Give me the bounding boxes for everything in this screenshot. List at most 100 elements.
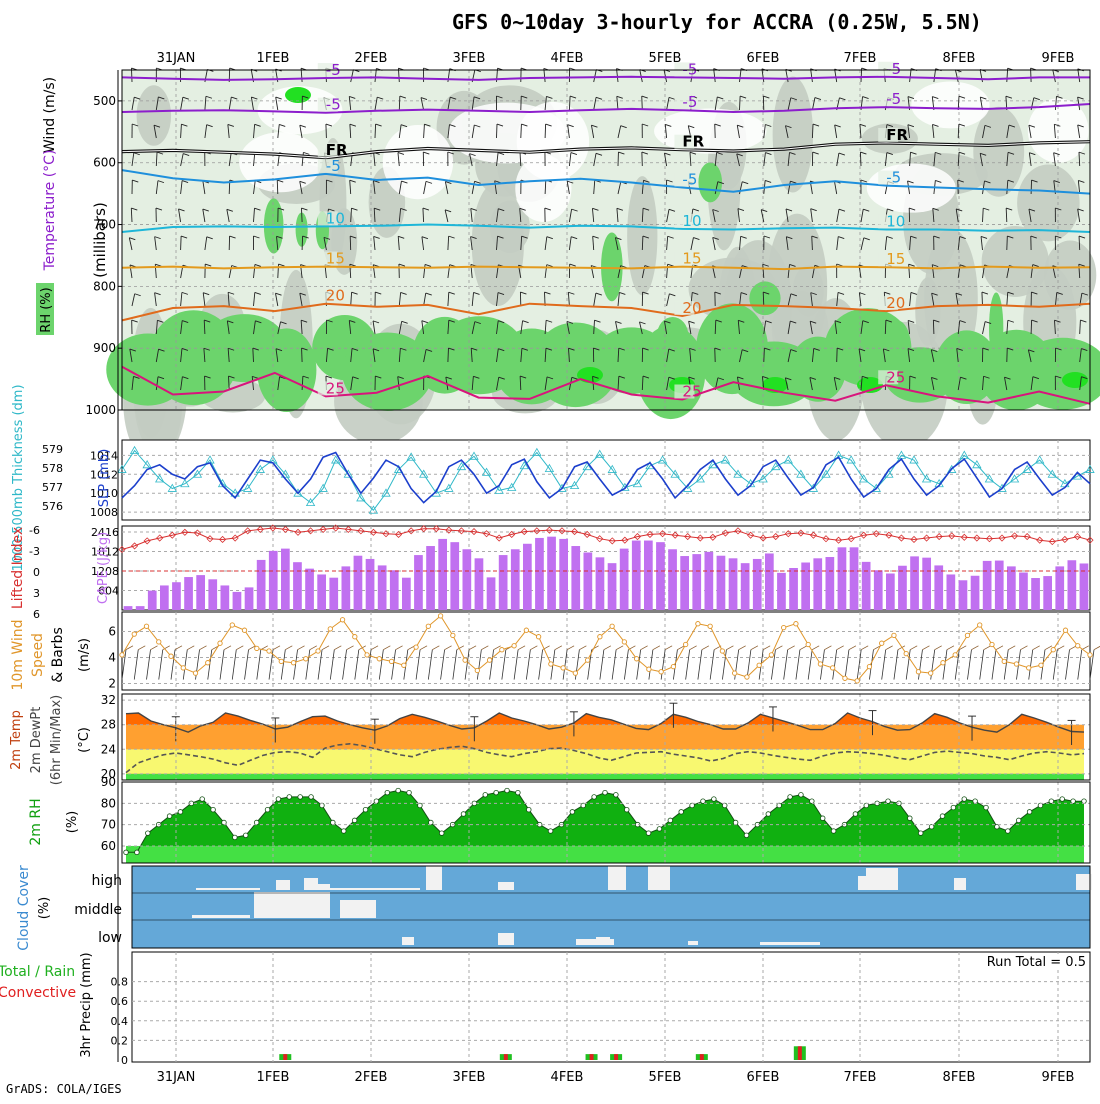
wind-speed-point xyxy=(1039,663,1043,667)
cape-bar xyxy=(583,552,592,610)
svg-text:& Barbs: & Barbs xyxy=(50,627,66,683)
cape-bar xyxy=(777,573,786,610)
wind-barb xyxy=(933,320,934,334)
cape-bar xyxy=(946,574,955,610)
svg-text:Temperature (°C): Temperature (°C) xyxy=(42,150,58,272)
rh-point xyxy=(810,799,815,804)
isotherm-label: 10 xyxy=(886,212,905,230)
cloud-block xyxy=(304,878,318,890)
wind-speed-point xyxy=(328,627,332,631)
wind-barb xyxy=(812,124,813,138)
rh-point xyxy=(1016,818,1021,823)
wind-speed-point xyxy=(830,666,834,670)
wind-barb xyxy=(545,124,546,138)
rh-point xyxy=(341,829,346,834)
wind-speed-point xyxy=(340,618,344,622)
rh-point xyxy=(853,812,858,817)
rh-blob-dry xyxy=(515,155,571,222)
bottom-day-label: 1FEB xyxy=(257,1070,290,1085)
credit-label: GrADS: COLA/IGES xyxy=(6,1082,122,1096)
wind-barb xyxy=(302,348,303,362)
top-day-label: 31JAN xyxy=(157,51,196,66)
wind-barb xyxy=(982,292,983,306)
wind-speed-point xyxy=(512,644,516,648)
cape-bar xyxy=(317,574,326,610)
cape-bar xyxy=(850,547,859,610)
cape-bar xyxy=(959,580,968,610)
wind-speed-point xyxy=(720,649,724,653)
wind-speed-point xyxy=(316,649,320,653)
rh-point xyxy=(429,820,434,825)
rh-point xyxy=(733,820,738,825)
wind-speed-point xyxy=(157,640,161,644)
isotherm-label: 15 xyxy=(326,250,345,268)
cloud-tick-label: middle xyxy=(74,902,122,918)
wind-barb xyxy=(301,208,302,222)
rh-blob-gray xyxy=(137,85,172,145)
rh-point xyxy=(331,820,336,825)
rh-point xyxy=(135,850,140,855)
wind-speed-point xyxy=(978,623,982,627)
pressure-tick-label: 800 xyxy=(93,279,116,293)
svg-text:(millibars): (millibars) xyxy=(91,202,109,278)
rh-point xyxy=(352,818,357,823)
rh-point xyxy=(614,792,619,797)
cape-axis-title: CAPE (J/kg) xyxy=(96,532,111,604)
precip-bar-convective xyxy=(700,1054,704,1060)
wind-speed-point xyxy=(500,648,504,652)
isotherm-label: 20 xyxy=(886,294,905,312)
rh-point xyxy=(820,816,825,821)
wind-axis-title-c: & Barbs xyxy=(50,627,66,683)
wind-speed-point xyxy=(1002,659,1006,663)
cape-bar xyxy=(160,585,169,610)
svg-text:10m Wind: 10m Wind xyxy=(10,619,26,690)
cape-bar xyxy=(414,555,423,610)
cloud-block xyxy=(596,937,610,945)
isotherm-label: -5 xyxy=(326,96,341,114)
rh-point xyxy=(287,795,292,800)
precip-bar-convective xyxy=(283,1054,287,1060)
wind-speed-point xyxy=(610,624,614,628)
isotherm-label: 25 xyxy=(326,379,345,397)
precip-tick-label: 0.4 xyxy=(111,1015,129,1028)
rh-point xyxy=(233,835,238,840)
lifted-tick-label: -6 xyxy=(29,524,40,537)
rh-point xyxy=(646,831,651,836)
cape-bar xyxy=(366,559,375,610)
isotherm-label: 15 xyxy=(886,250,905,268)
cape-bar xyxy=(995,561,1004,610)
wind-speed-point xyxy=(144,624,148,628)
precip-panel-frame xyxy=(132,952,1090,1062)
wind-speed-point xyxy=(230,623,234,627)
wind-barb xyxy=(350,236,351,250)
cloud-block xyxy=(498,933,514,945)
wind-speed-point xyxy=(487,658,491,662)
cloud-block xyxy=(688,941,698,945)
wind-speed-point xyxy=(892,633,896,637)
rh-point xyxy=(276,797,281,802)
precip-bar-convective xyxy=(798,1046,802,1060)
isotherm-label: FR xyxy=(886,126,908,144)
wind-speed-point xyxy=(1076,644,1080,648)
cape-bar xyxy=(438,539,447,610)
precip-axis-title: 3hr Precip (mm) xyxy=(79,952,94,1057)
rh-point xyxy=(407,790,412,795)
rh-point xyxy=(799,792,804,797)
wind-barb xyxy=(715,320,716,334)
cape-bar xyxy=(898,566,907,610)
rh-point xyxy=(167,814,172,819)
cloud-block xyxy=(426,866,442,890)
rh-point xyxy=(701,799,706,804)
wind-speed-point xyxy=(181,666,185,670)
rh-blob-gray xyxy=(1044,240,1096,309)
precip-tick-label: 0.2 xyxy=(111,1034,129,1047)
wind-speed-point xyxy=(193,671,197,675)
wind-barb xyxy=(740,96,741,110)
cape-bar xyxy=(971,576,980,610)
isotherm-label: -5 xyxy=(682,170,697,188)
cape-bar xyxy=(329,578,338,610)
wind-barb xyxy=(1007,236,1008,250)
cape-bar xyxy=(741,563,750,610)
rh-point xyxy=(265,807,270,812)
precip-legend-convective: Convective xyxy=(0,985,76,1001)
